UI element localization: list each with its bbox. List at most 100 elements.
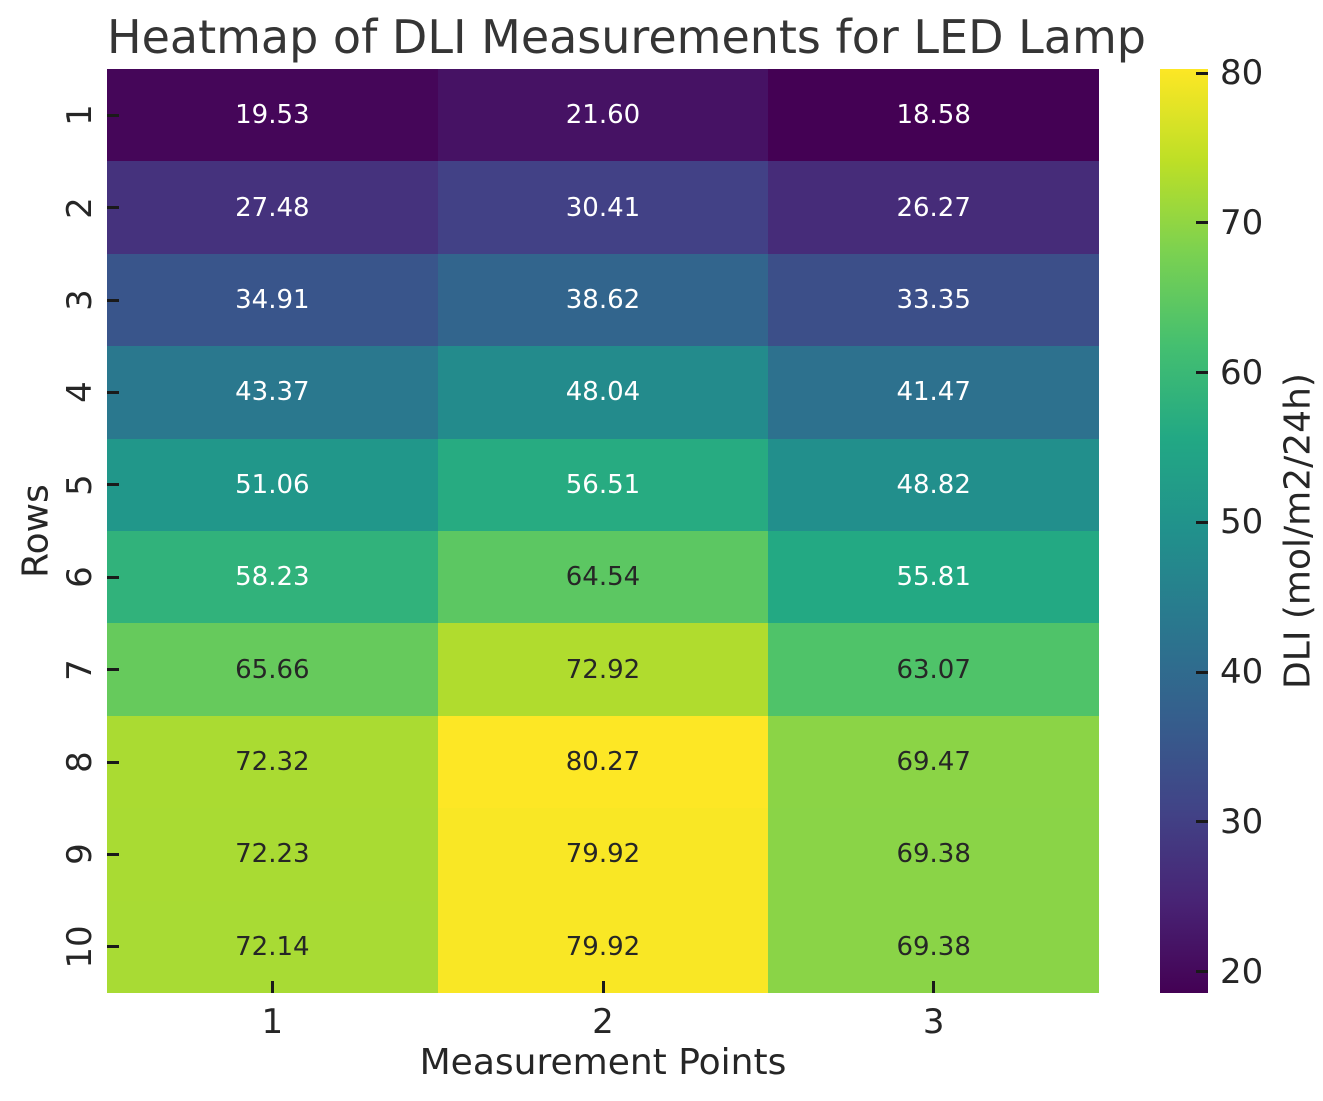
chart-title: Heatmap of DLI Measurements for LED Lamp xyxy=(107,10,1146,64)
colorbar-tick-mark xyxy=(1196,970,1208,974)
x-tick-mark xyxy=(932,981,936,993)
heatmap-cell: 79.92 xyxy=(437,808,769,901)
cell-value: 69.47 xyxy=(896,746,971,777)
cell-value: 51.06 xyxy=(235,469,310,500)
heatmap-cell: 72.14 xyxy=(107,900,438,993)
cell-value: 48.82 xyxy=(896,469,971,500)
x-axis-label: Measurement Points xyxy=(419,1042,787,1083)
cell-value: 21.60 xyxy=(565,100,641,131)
colorbar-tick-mark xyxy=(1196,371,1208,375)
heatmap-cell: 69.38 xyxy=(768,808,1099,901)
x-tick-label: 1 xyxy=(261,1002,284,1042)
cell-value: 38.62 xyxy=(565,284,641,315)
colorbar-tick-mark xyxy=(1196,670,1208,674)
y-tick-label: 2 xyxy=(60,196,100,219)
x-tick-label: 3 xyxy=(922,1002,945,1042)
cell-value: 80.27 xyxy=(565,746,641,777)
colorbar-tick-mark xyxy=(1196,820,1208,824)
heatmap-cell: 27.48 xyxy=(107,161,438,254)
y-tick-mark xyxy=(107,298,119,302)
heatmap-cell: 34.91 xyxy=(107,253,438,347)
colorbar-tick-label: 30 xyxy=(1220,801,1264,842)
heatmap-cell: 21.60 xyxy=(437,69,769,162)
cell-value: 72.23 xyxy=(235,839,310,870)
colorbar-gradient xyxy=(1160,69,1208,993)
colorbar-tick-mark xyxy=(1196,221,1208,225)
heatmap-cell: 65.66 xyxy=(107,623,438,716)
heatmap-cell: 38.62 xyxy=(437,253,769,347)
heatmap-cell: 19.53 xyxy=(107,69,438,162)
y-tick-label: 9 xyxy=(60,843,100,866)
y-tick-label: 5 xyxy=(60,473,100,496)
heatmap-cell: 56.51 xyxy=(437,438,769,531)
heatmap-cell: 64.54 xyxy=(437,531,769,624)
cell-value: 34.91 xyxy=(235,284,310,315)
y-tick-label: 10 xyxy=(60,925,100,969)
cell-value: 64.54 xyxy=(565,562,641,593)
heatmap-cell: 30.41 xyxy=(437,161,769,254)
cell-value: 79.92 xyxy=(565,931,641,962)
heatmap-cell: 26.27 xyxy=(768,161,1099,254)
heatmap-cell: 48.04 xyxy=(437,346,769,439)
cell-value: 58.23 xyxy=(235,562,310,593)
y-tick-mark xyxy=(107,575,119,579)
heatmap-cell: 18.58 xyxy=(768,69,1099,162)
colorbar-tick-label: 20 xyxy=(1220,951,1264,992)
cell-value: 79.92 xyxy=(565,839,641,870)
colorbar-tick-label: 60 xyxy=(1220,352,1264,393)
colorbar-tick-mark xyxy=(1196,520,1208,524)
x-tick-mark xyxy=(601,981,605,993)
cell-value: 26.27 xyxy=(896,192,971,223)
colorbar-tick-label: 50 xyxy=(1220,502,1264,543)
cell-value: 56.51 xyxy=(565,469,641,500)
heatmap-grid: 19.53 21.60 18.58 27.48 30.41 26.27 34.91 38.62… xyxy=(107,69,1099,993)
cell-value: 55.81 xyxy=(896,562,971,593)
heatmap-cell: 63.07 xyxy=(768,623,1099,716)
y-tick-label: 7 xyxy=(60,658,100,681)
y-tick-mark xyxy=(107,113,119,117)
colorbar-tick-label: 40 xyxy=(1220,652,1264,693)
cell-value: 65.66 xyxy=(235,654,310,685)
y-axis-label: Rows xyxy=(15,484,57,578)
x-tick-mark xyxy=(270,981,274,993)
heatmap-cell: 69.38 xyxy=(768,900,1099,993)
heatmap-cell: 51.06 xyxy=(107,438,438,531)
cell-value: 33.35 xyxy=(896,284,971,315)
cell-value: 72.32 xyxy=(235,746,310,777)
colorbar-tick-label: 80 xyxy=(1220,53,1264,94)
y-tick-label: 1 xyxy=(60,104,100,127)
heatmap-cell: 79.92 xyxy=(437,900,769,993)
y-tick-mark xyxy=(107,760,119,764)
cell-value: 43.37 xyxy=(235,377,310,408)
cell-value: 69.38 xyxy=(896,931,971,962)
colorbar-tick-mark xyxy=(1196,71,1208,75)
cell-value: 18.58 xyxy=(896,100,971,131)
y-tick-mark xyxy=(107,390,119,394)
cell-value: 69.38 xyxy=(896,839,971,870)
colorbar-tick-label: 70 xyxy=(1220,202,1264,243)
y-tick-mark xyxy=(107,483,119,487)
heatmap-cell: 72.23 xyxy=(107,808,438,901)
heatmap-cell: 33.35 xyxy=(768,253,1099,347)
heatmap-cell: 41.47 xyxy=(768,346,1099,439)
cell-value: 30.41 xyxy=(565,192,641,223)
heatmap-cell: 69.47 xyxy=(768,715,1099,809)
cell-value: 27.48 xyxy=(235,192,310,223)
cell-value: 41.47 xyxy=(896,377,971,408)
heatmap-cell: 72.32 xyxy=(107,715,438,809)
heatmap-cell: 58.23 xyxy=(107,531,438,624)
heatmap-cell: 55.81 xyxy=(768,531,1099,624)
y-tick-label: 6 xyxy=(60,566,100,589)
y-tick-label: 3 xyxy=(60,289,100,311)
heatmap-cell: 43.37 xyxy=(107,346,438,439)
cell-value: 63.07 xyxy=(896,654,971,685)
cell-value: 48.04 xyxy=(565,377,641,408)
y-tick-mark xyxy=(107,206,119,210)
cell-value: 19.53 xyxy=(235,100,310,131)
x-tick-label: 2 xyxy=(592,1002,614,1042)
heatmap-cell: 48.82 xyxy=(768,438,1099,531)
cell-value: 72.92 xyxy=(565,654,641,685)
y-tick-mark xyxy=(107,852,119,856)
cell-value: 72.14 xyxy=(235,931,310,962)
